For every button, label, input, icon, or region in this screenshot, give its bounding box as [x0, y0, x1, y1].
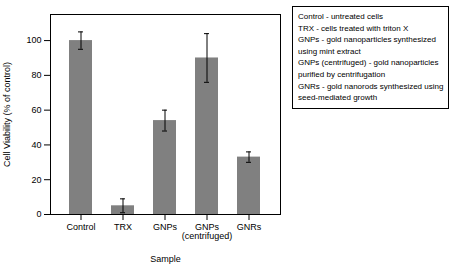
svg-text:Control: Control: [66, 222, 95, 232]
html-text:Control - untreated cells TRX: Control - untreated cells TRX - cells tr…: [298, 12, 444, 103]
svg-text:60: 60: [31, 105, 41, 115]
svg-text:100: 100: [26, 35, 41, 45]
svg-text:Sample: Sample: [150, 254, 181, 264]
svg-text:0: 0: [36, 209, 41, 219]
svg-text:TRX: TRX: [114, 222, 132, 232]
svg-text:GNPs: GNPs: [153, 222, 178, 232]
svg-text:40: 40: [31, 140, 41, 150]
svg-text:20: 20: [31, 175, 41, 185]
svg-text:80: 80: [31, 70, 41, 80]
svg-text:Cell Viability (% of control): Cell Viability (% of control): [2, 62, 12, 167]
svg-text:GNPs(centrifuged): GNPs(centrifuged): [182, 222, 233, 241]
svg-text:GNRs: GNRs: [237, 222, 262, 232]
